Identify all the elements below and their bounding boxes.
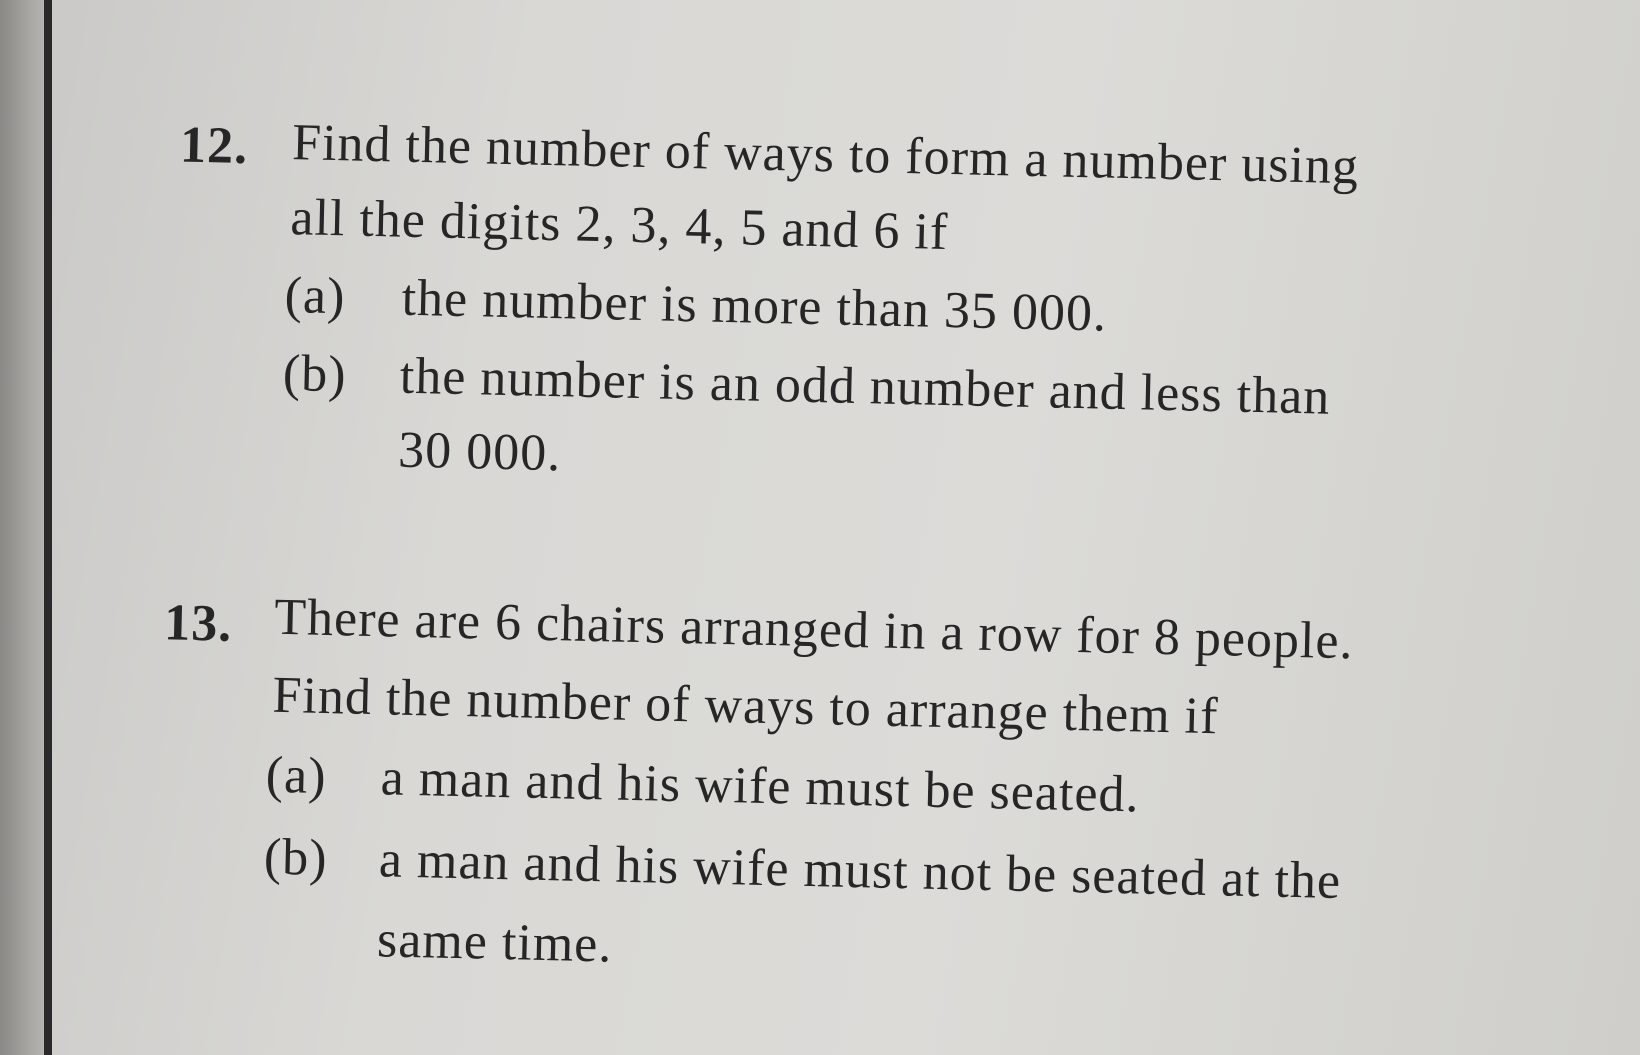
part-text: 30 000. [397,421,562,483]
part-label: (b) [263,828,329,888]
part-text: same time. [376,911,613,974]
part-label: (a) [265,746,328,806]
part-label: (a) [284,266,347,326]
part-label: (b) [282,344,348,404]
question-text: Find the number of ways to arrange them … [272,666,1220,746]
question-text: Find the number of ways to form a number… [291,114,1360,196]
page-spine [44,0,52,1055]
part-text: a man and his wife must not be seated at… [378,831,1342,911]
part-text: the number is more than 35 000. [401,269,1108,343]
question-number: 12. [179,116,249,176]
question-text: all the digits 2, 3, 4, 5 and 6 if [289,189,949,261]
part-text: the number is an odd number and less tha… [399,347,1331,426]
part-text: a man and his wife must be seated. [380,749,1141,824]
question-number: 13. [163,594,233,653]
question-text: There are 6 chairs arranged in a row for… [273,588,1355,671]
page-edge [0,0,44,1055]
